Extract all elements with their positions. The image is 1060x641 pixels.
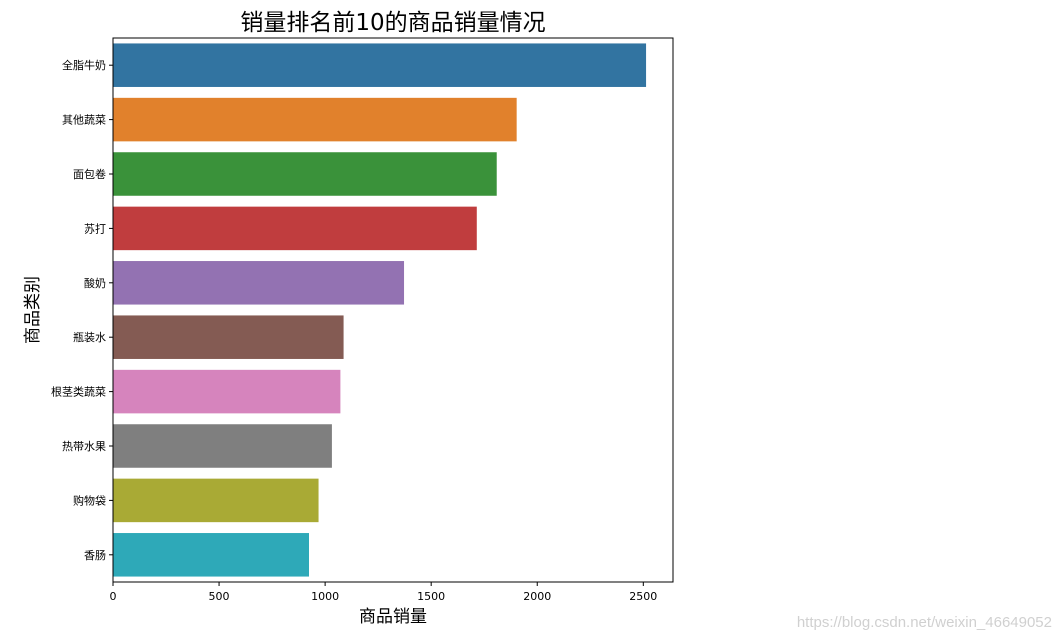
x-axis-label: 商品销量 — [359, 607, 427, 627]
plot-frame — [112, 37, 674, 583]
bar-5 — [113, 315, 344, 359]
y-tick-label-9: 香肠 — [84, 549, 106, 562]
bar-7 — [113, 424, 332, 468]
chart-title: 销量排名前10的商品销量情况 — [240, 10, 545, 36]
y-tick-label-8: 购物袋 — [73, 493, 106, 507]
watermark-text: https://blog.csdn.net/weixin_46649052 — [796, 614, 1052, 631]
y-axis-label: 商品类别 — [23, 276, 43, 344]
y-tick-label-7: 热带水果 — [62, 440, 106, 453]
bar-6 — [113, 369, 341, 414]
y-tick-label-3: 苏打 — [84, 221, 106, 235]
bars-group — [113, 43, 647, 577]
x-tick-label-3: 1500 — [417, 590, 445, 603]
x-tick-label-0: 0 — [110, 590, 117, 603]
bar-0 — [113, 43, 647, 87]
x-tick-label-2: 1000 — [311, 590, 339, 603]
y-tick-label-6: 根茎类蔬菜 — [51, 385, 106, 399]
x-tick-label-5: 2500 — [629, 590, 657, 603]
bar-4 — [113, 261, 405, 305]
bar-9 — [113, 533, 309, 577]
y-tick-label-2: 面包卷 — [73, 167, 106, 181]
y-tick-label-4: 酸奶 — [84, 276, 106, 290]
y-tick-label-0: 全脂牛奶 — [62, 58, 106, 72]
bar-8 — [113, 478, 319, 523]
x-tick-label-4: 2000 — [523, 590, 551, 603]
bar-2 — [113, 152, 497, 196]
y-tick-label-1: 其他蔬菜 — [62, 114, 106, 127]
x-ticks: 0 500 1000 1500 2000 2500 — [110, 582, 657, 603]
y-tick-label-5: 瓶装水 — [73, 330, 106, 344]
bar-3 — [113, 206, 477, 251]
bar-1 — [113, 97, 517, 142]
x-tick-label-1: 500 — [209, 590, 230, 603]
